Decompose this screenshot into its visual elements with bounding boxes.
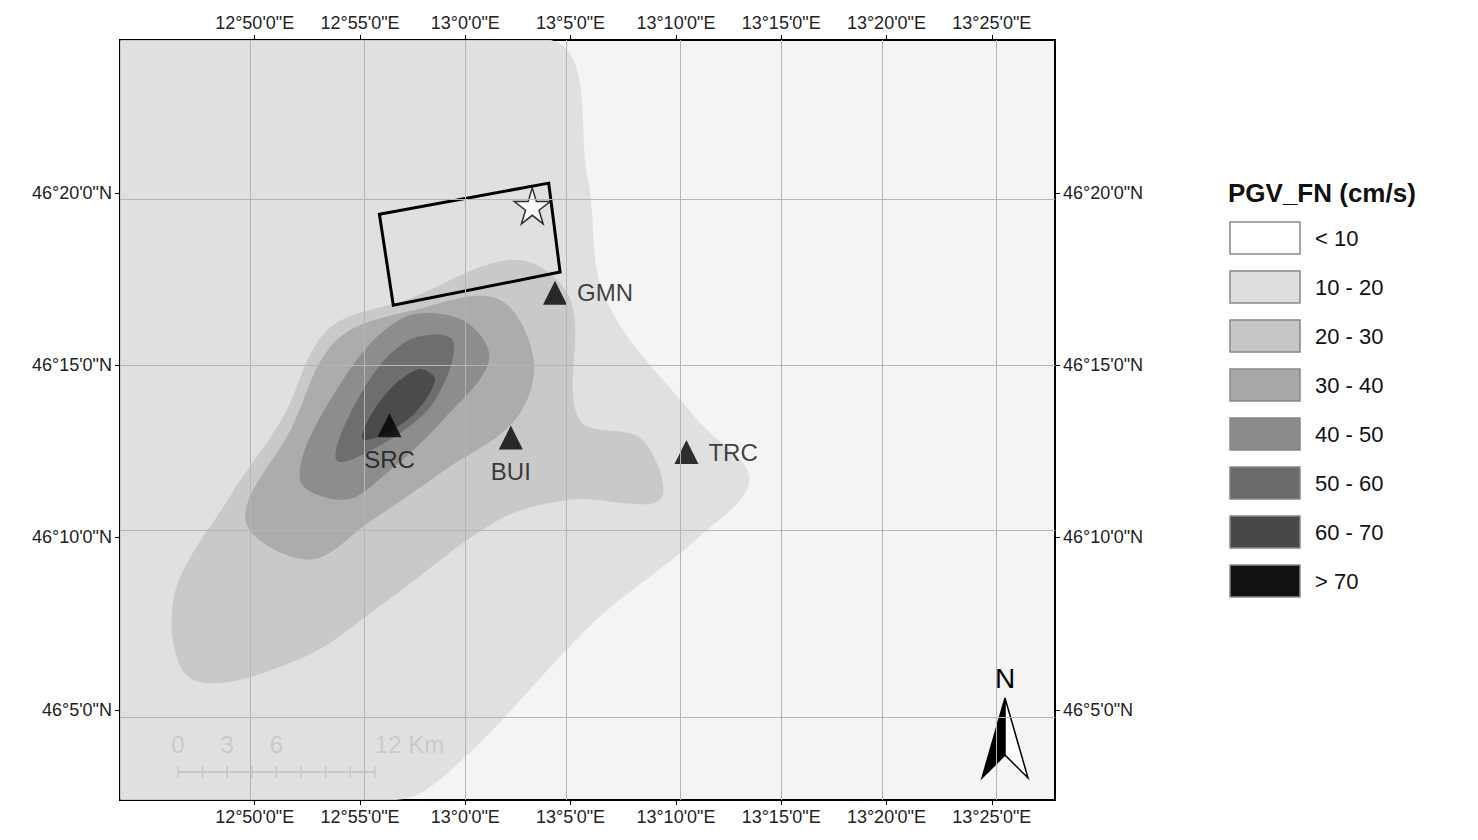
svg-text:13°5'0"E: 13°5'0"E [536,807,605,827]
svg-text:12°50'0"E: 12°50'0"E [215,807,294,827]
svg-text:12°50'0"E: 12°50'0"E [215,13,294,33]
svg-text:< 10: < 10 [1315,226,1358,251]
svg-text:46°15'0"N: 46°15'0"N [32,355,112,375]
svg-text:13°10'0"E: 13°10'0"E [636,807,715,827]
svg-text:13°5'0"E: 13°5'0"E [536,13,605,33]
svg-text:> 70: > 70 [1315,569,1358,594]
svg-text:TRC: TRC [708,439,757,466]
svg-text:46°10'0"N: 46°10'0"N [32,527,112,547]
svg-text:13°10'0"E: 13°10'0"E [636,13,715,33]
svg-text:13°25'0"E: 13°25'0"E [952,13,1031,33]
svg-text:46°15'0"N: 46°15'0"N [1063,355,1143,375]
svg-text:13°15'0"E: 13°15'0"E [742,807,821,827]
svg-text:SRC: SRC [364,446,415,473]
svg-text:40 - 50: 40 - 50 [1315,422,1384,447]
svg-text:13°0'0"E: 13°0'0"E [431,13,500,33]
svg-text:12°55'0"E: 12°55'0"E [321,13,400,33]
svg-text:10 - 20: 10 - 20 [1315,275,1384,300]
svg-text:13°20'0"E: 13°20'0"E [847,13,926,33]
svg-text:46°5'0"N: 46°5'0"N [42,700,112,720]
svg-text:13°20'0"E: 13°20'0"E [847,807,926,827]
svg-text:46°20'0"N: 46°20'0"N [32,183,112,203]
svg-text:60 - 70: 60 - 70 [1315,520,1384,545]
svg-text:46°10'0"N: 46°10'0"N [1063,527,1143,547]
svg-text:GMN: GMN [577,279,633,306]
svg-text:N: N [995,663,1015,694]
svg-text:46°20'0"N: 46°20'0"N [1063,183,1143,203]
svg-text:13°15'0"E: 13°15'0"E [742,13,821,33]
svg-text:20 - 30: 20 - 30 [1315,324,1384,349]
svg-text:PGV_FN (cm/s): PGV_FN (cm/s) [1228,178,1416,208]
svg-text:13°0'0"E: 13°0'0"E [431,807,500,827]
svg-text:50 - 60: 50 - 60 [1315,471,1384,496]
svg-text:12°55'0"E: 12°55'0"E [321,807,400,827]
svg-text:BUI: BUI [491,458,531,485]
svg-text:13°25'0"E: 13°25'0"E [952,807,1031,827]
svg-text:30 - 40: 30 - 40 [1315,373,1384,398]
svg-text:46°5'0"N: 46°5'0"N [1063,700,1133,720]
